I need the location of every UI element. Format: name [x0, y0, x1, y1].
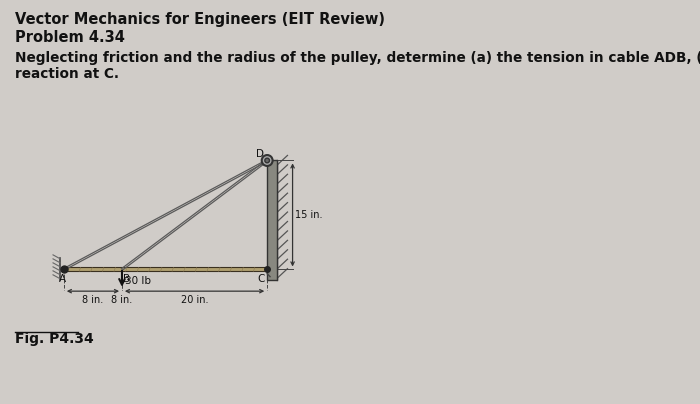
Circle shape: [265, 158, 270, 163]
Text: Fig. P4.34: Fig. P4.34: [15, 332, 94, 346]
Circle shape: [262, 155, 272, 166]
Text: 8 in.: 8 in.: [83, 295, 104, 305]
Bar: [64, 267, 267, 271]
Text: Problem 4.34: Problem 4.34: [15, 30, 125, 45]
Text: 8 in.: 8 in.: [111, 295, 132, 305]
Text: 30 lb: 30 lb: [125, 276, 150, 286]
Text: A: A: [59, 274, 66, 284]
Text: D: D: [256, 149, 264, 160]
Bar: [267, 160, 277, 280]
Text: reaction at C.: reaction at C.: [15, 67, 119, 81]
Text: B: B: [123, 274, 130, 284]
Text: 15 in.: 15 in.: [295, 210, 323, 220]
Text: Neglecting friction and the radius of the pulley, determine (a) the tension in c: Neglecting friction and the radius of th…: [15, 51, 700, 65]
Text: C: C: [258, 274, 265, 284]
Text: 20 in.: 20 in.: [181, 295, 209, 305]
Text: Vector Mechanics for Engineers (EIT Review): Vector Mechanics for Engineers (EIT Revi…: [15, 12, 385, 27]
